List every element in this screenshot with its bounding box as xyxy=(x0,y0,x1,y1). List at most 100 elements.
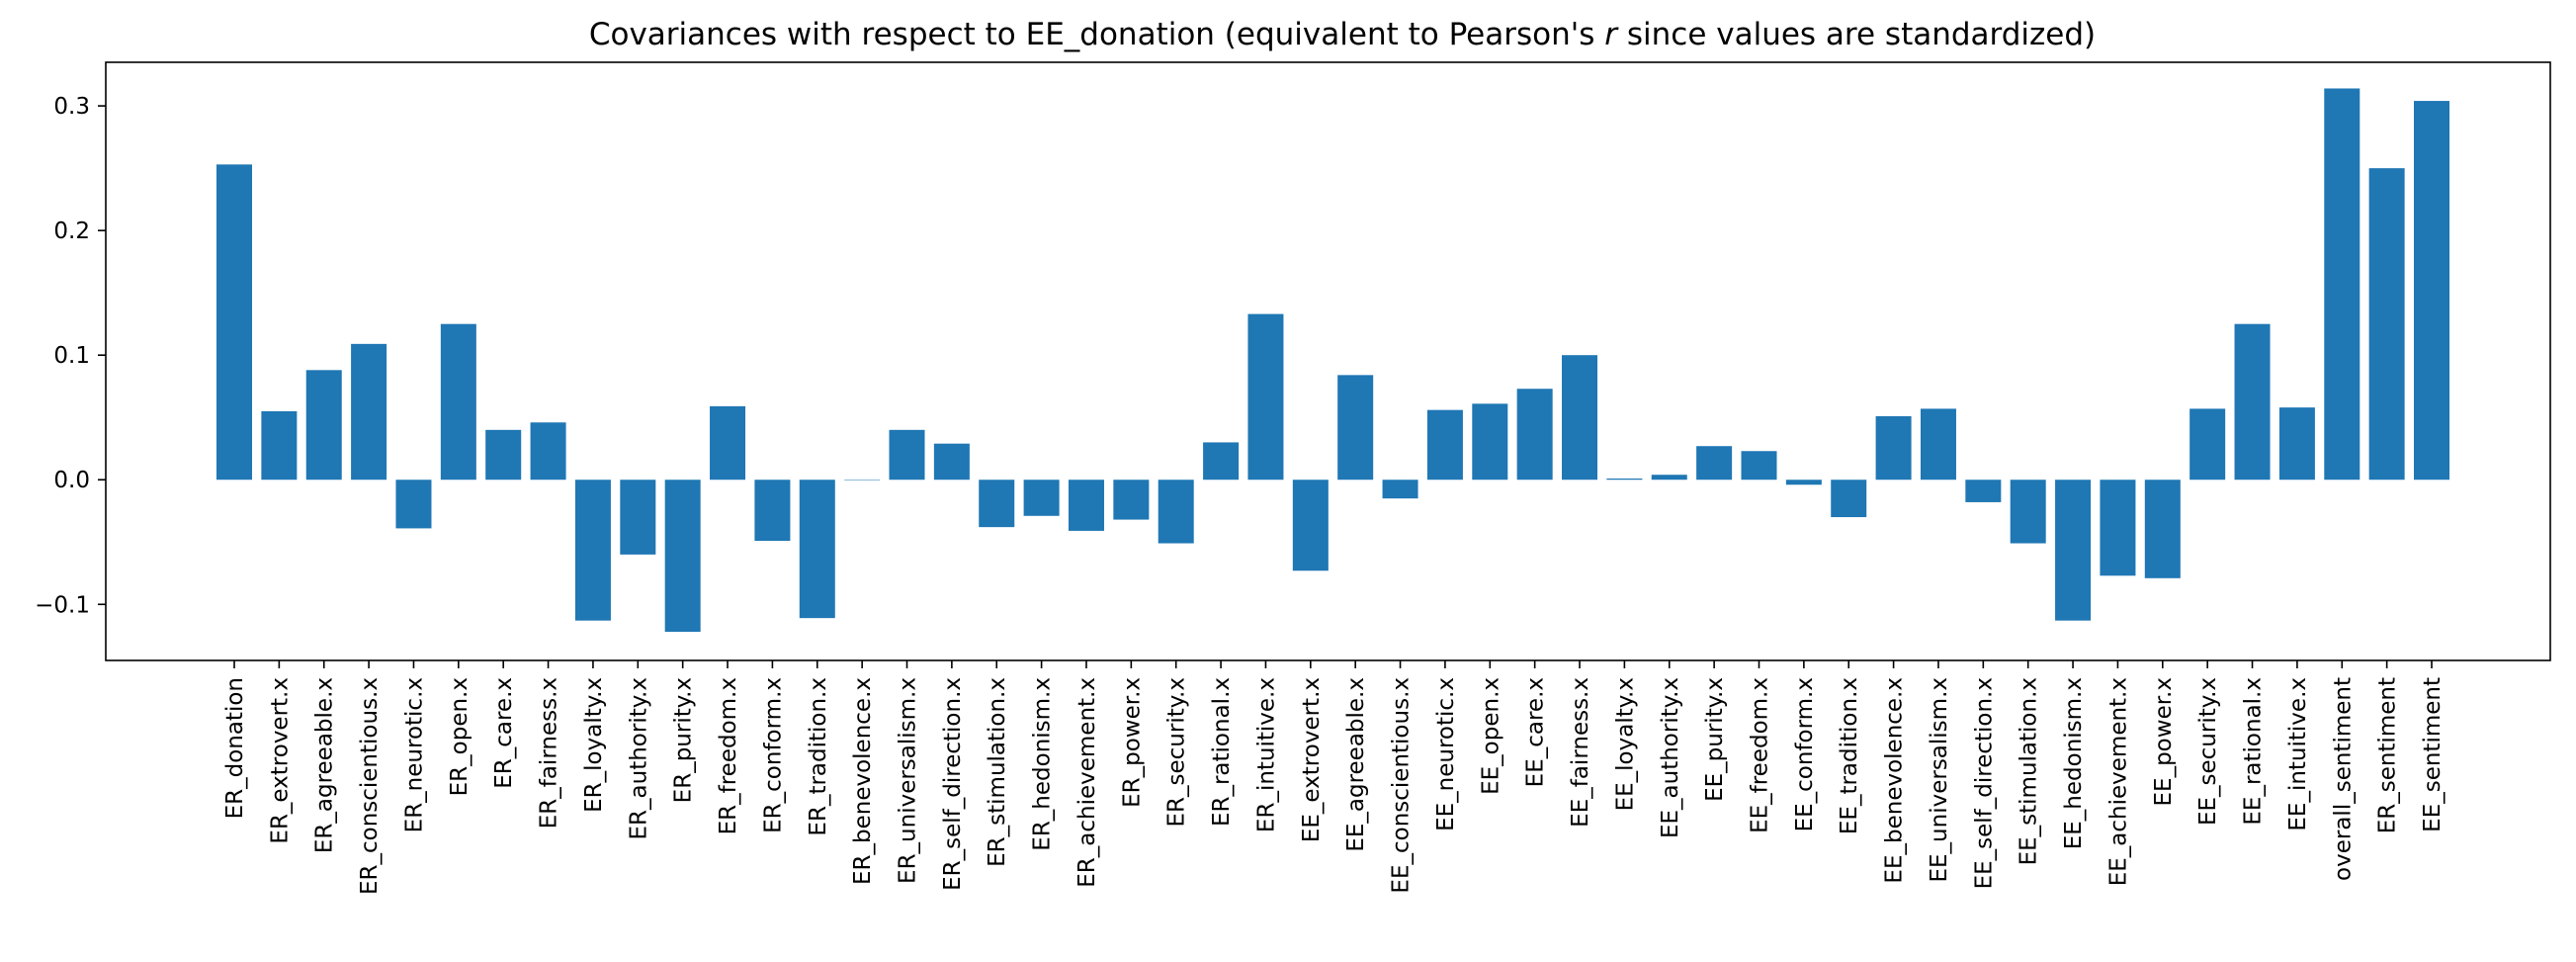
x-tick-label: ER_extrovert.x xyxy=(267,677,293,844)
bar-EE_conform.x xyxy=(1785,480,1822,485)
bar-EE_intuitive.x xyxy=(2278,407,2315,481)
bar-ER_open.x xyxy=(440,323,476,481)
bar-ER_loyalty.x xyxy=(574,480,611,621)
x-tick-label: ER_sentiment xyxy=(2375,677,2401,833)
bar-ER_purity.x xyxy=(664,480,701,633)
bar-EE_purity.x xyxy=(1696,446,1733,481)
x-tick-label: EE_conscientious.x xyxy=(1389,677,1415,894)
y-tick-label: 0.0 xyxy=(53,468,90,493)
x-tick-label: ER_care.x xyxy=(491,677,517,789)
x-tick-label: EE_tradition.x xyxy=(1837,677,1862,834)
x-tick-label: EE_freedom.x xyxy=(1747,677,1772,833)
bar-ER_stimulation.x xyxy=(979,480,1015,528)
x-tick-label: ER_stimulation.x xyxy=(985,677,1010,867)
x-tick-label: ER_fairness.x xyxy=(537,677,562,829)
bar-EE_sentiment xyxy=(2414,101,2449,481)
bar-EE_universalism.x xyxy=(1920,408,1956,481)
bars-layer xyxy=(216,88,2449,633)
chart-title: Covariances with respect to EE_donation … xyxy=(589,17,2096,52)
x-tick-label: ER_donation xyxy=(222,677,248,819)
x-tick-label: EE_authority.x xyxy=(1658,677,1683,838)
x-tick-label: ER_security.x xyxy=(1164,677,1190,828)
x-tick-label: overall_sentiment xyxy=(2330,677,2356,881)
x-tick-label: EE_rational.x xyxy=(2241,677,2267,826)
bar-overall_sentiment xyxy=(2324,88,2361,481)
x-tick-label: EE_benevolence.x xyxy=(1882,677,1908,884)
bar-EE_open.x xyxy=(1472,403,1508,481)
x-tick-label: EE_universalism.x xyxy=(1927,677,1952,883)
bar-ER_rational.x xyxy=(1203,442,1240,481)
bar-ER_sentiment xyxy=(2368,168,2405,481)
x-tick-label: ER_intuitive.x xyxy=(1253,677,1279,832)
bar-EE_benevolence.x xyxy=(1875,415,1912,481)
x-tick-label: ER_conscientious.x xyxy=(357,677,383,895)
x-tick-label: ER_power.x xyxy=(1119,677,1145,808)
x-tick-label: ER_benevolence.x xyxy=(850,677,876,885)
bar-EE_conscientious.x xyxy=(1382,480,1418,499)
x-tick-label: ER_agreeable.x xyxy=(312,677,338,853)
x-tick-label: ER_loyalty.x xyxy=(581,677,607,813)
bar-ER_intuitive.x xyxy=(1247,313,1284,481)
x-tick-label: ER_neurotic.x xyxy=(401,677,427,832)
y-tick-label: −0.1 xyxy=(35,592,90,618)
x-tick-label: EE_stimulation.x xyxy=(2017,677,2042,865)
bar-EE_security.x xyxy=(2190,408,2226,481)
chart-title-part-1: Covariances with respect to EE_donation … xyxy=(589,17,1604,52)
chart-title-part-3: since values are standardized) xyxy=(1617,17,2096,52)
bar-ER_donation xyxy=(216,164,252,481)
bar-EE_self_direction.x xyxy=(1965,480,2002,502)
bar-ER_security.x xyxy=(1158,480,1194,544)
bar-EE_hedonism.x xyxy=(2055,480,2092,621)
bar-EE_agreeable.x xyxy=(1337,375,1374,481)
bar-ER_self_direction.x xyxy=(933,443,970,481)
bar-ER_extrovert.x xyxy=(261,410,298,481)
x-tick-label: ER_tradition.x xyxy=(806,677,831,836)
x-tick-label: ER_rational.x xyxy=(1209,677,1235,827)
x-tick-label: ER_authority.x xyxy=(626,677,651,839)
bar-EE_extrovert.x xyxy=(1292,480,1329,571)
x-tick-label: EE_conform.x xyxy=(1792,677,1818,831)
bar-EE_rational.x xyxy=(2234,323,2271,481)
bar-ER_tradition.x xyxy=(799,480,835,619)
y-tick-label: 0.1 xyxy=(53,343,90,369)
x-tick-label: ER_open.x xyxy=(447,677,472,796)
bar-ER_hedonism.x xyxy=(1023,480,1060,516)
bar-EE_stimulation.x xyxy=(2010,480,2046,544)
bar-EE_freedom.x xyxy=(1741,451,1777,481)
chart-title-italic-r: r xyxy=(1604,17,1619,52)
x-tick-label: ER_achievement.x xyxy=(1074,677,1100,888)
bar-ER_conscientious.x xyxy=(351,343,387,481)
x-tick-label: EE_security.x xyxy=(2195,677,2221,826)
bar-ER_authority.x xyxy=(620,480,656,555)
bar-EE_authority.x xyxy=(1651,475,1687,481)
x-tick-label: ER_self_direction.x xyxy=(940,677,966,891)
bar-ER_fairness.x xyxy=(530,422,566,481)
bar-EE_achievement.x xyxy=(2100,480,2136,576)
x-axis: ER_donation ER_extrovert.x ER_agreeable.x E… xyxy=(222,660,2446,895)
bar-ER_freedom.x xyxy=(710,405,746,481)
bar-EE_care.x xyxy=(1516,389,1553,481)
x-tick-label: EE_purity.x xyxy=(1702,677,1728,802)
bar-ER_universalism.x xyxy=(889,429,925,481)
y-tick-label: 0.3 xyxy=(53,94,90,120)
x-tick-label: EE_extrovert.x xyxy=(1299,677,1325,842)
bar-ER_neurotic.x xyxy=(395,480,432,529)
bar-ER_conform.x xyxy=(754,480,791,541)
x-tick-label: EE_power.x xyxy=(2151,677,2177,806)
x-tick-label: EE_fairness.x xyxy=(1568,677,1593,828)
x-tick-label: EE_hedonism.x xyxy=(2061,677,2087,849)
y-tick-label: 0.2 xyxy=(53,219,90,244)
x-tick-label: ER_hedonism.x xyxy=(1030,677,1056,851)
x-tick-label: ER_universalism.x xyxy=(896,677,921,884)
bar-EE_tradition.x xyxy=(1831,480,1867,518)
bar-EE_loyalty.x xyxy=(1606,478,1643,481)
x-tick-label: ER_conform.x xyxy=(760,677,786,833)
x-tick-label: EE_achievement.x xyxy=(2105,677,2131,886)
x-tick-label: EE_care.x xyxy=(1523,677,1549,787)
bar-ER_care.x xyxy=(485,429,522,481)
x-tick-label: ER_freedom.x xyxy=(716,677,741,834)
plot-frame xyxy=(105,61,2551,661)
x-tick-label: ER_purity.x xyxy=(671,677,697,803)
